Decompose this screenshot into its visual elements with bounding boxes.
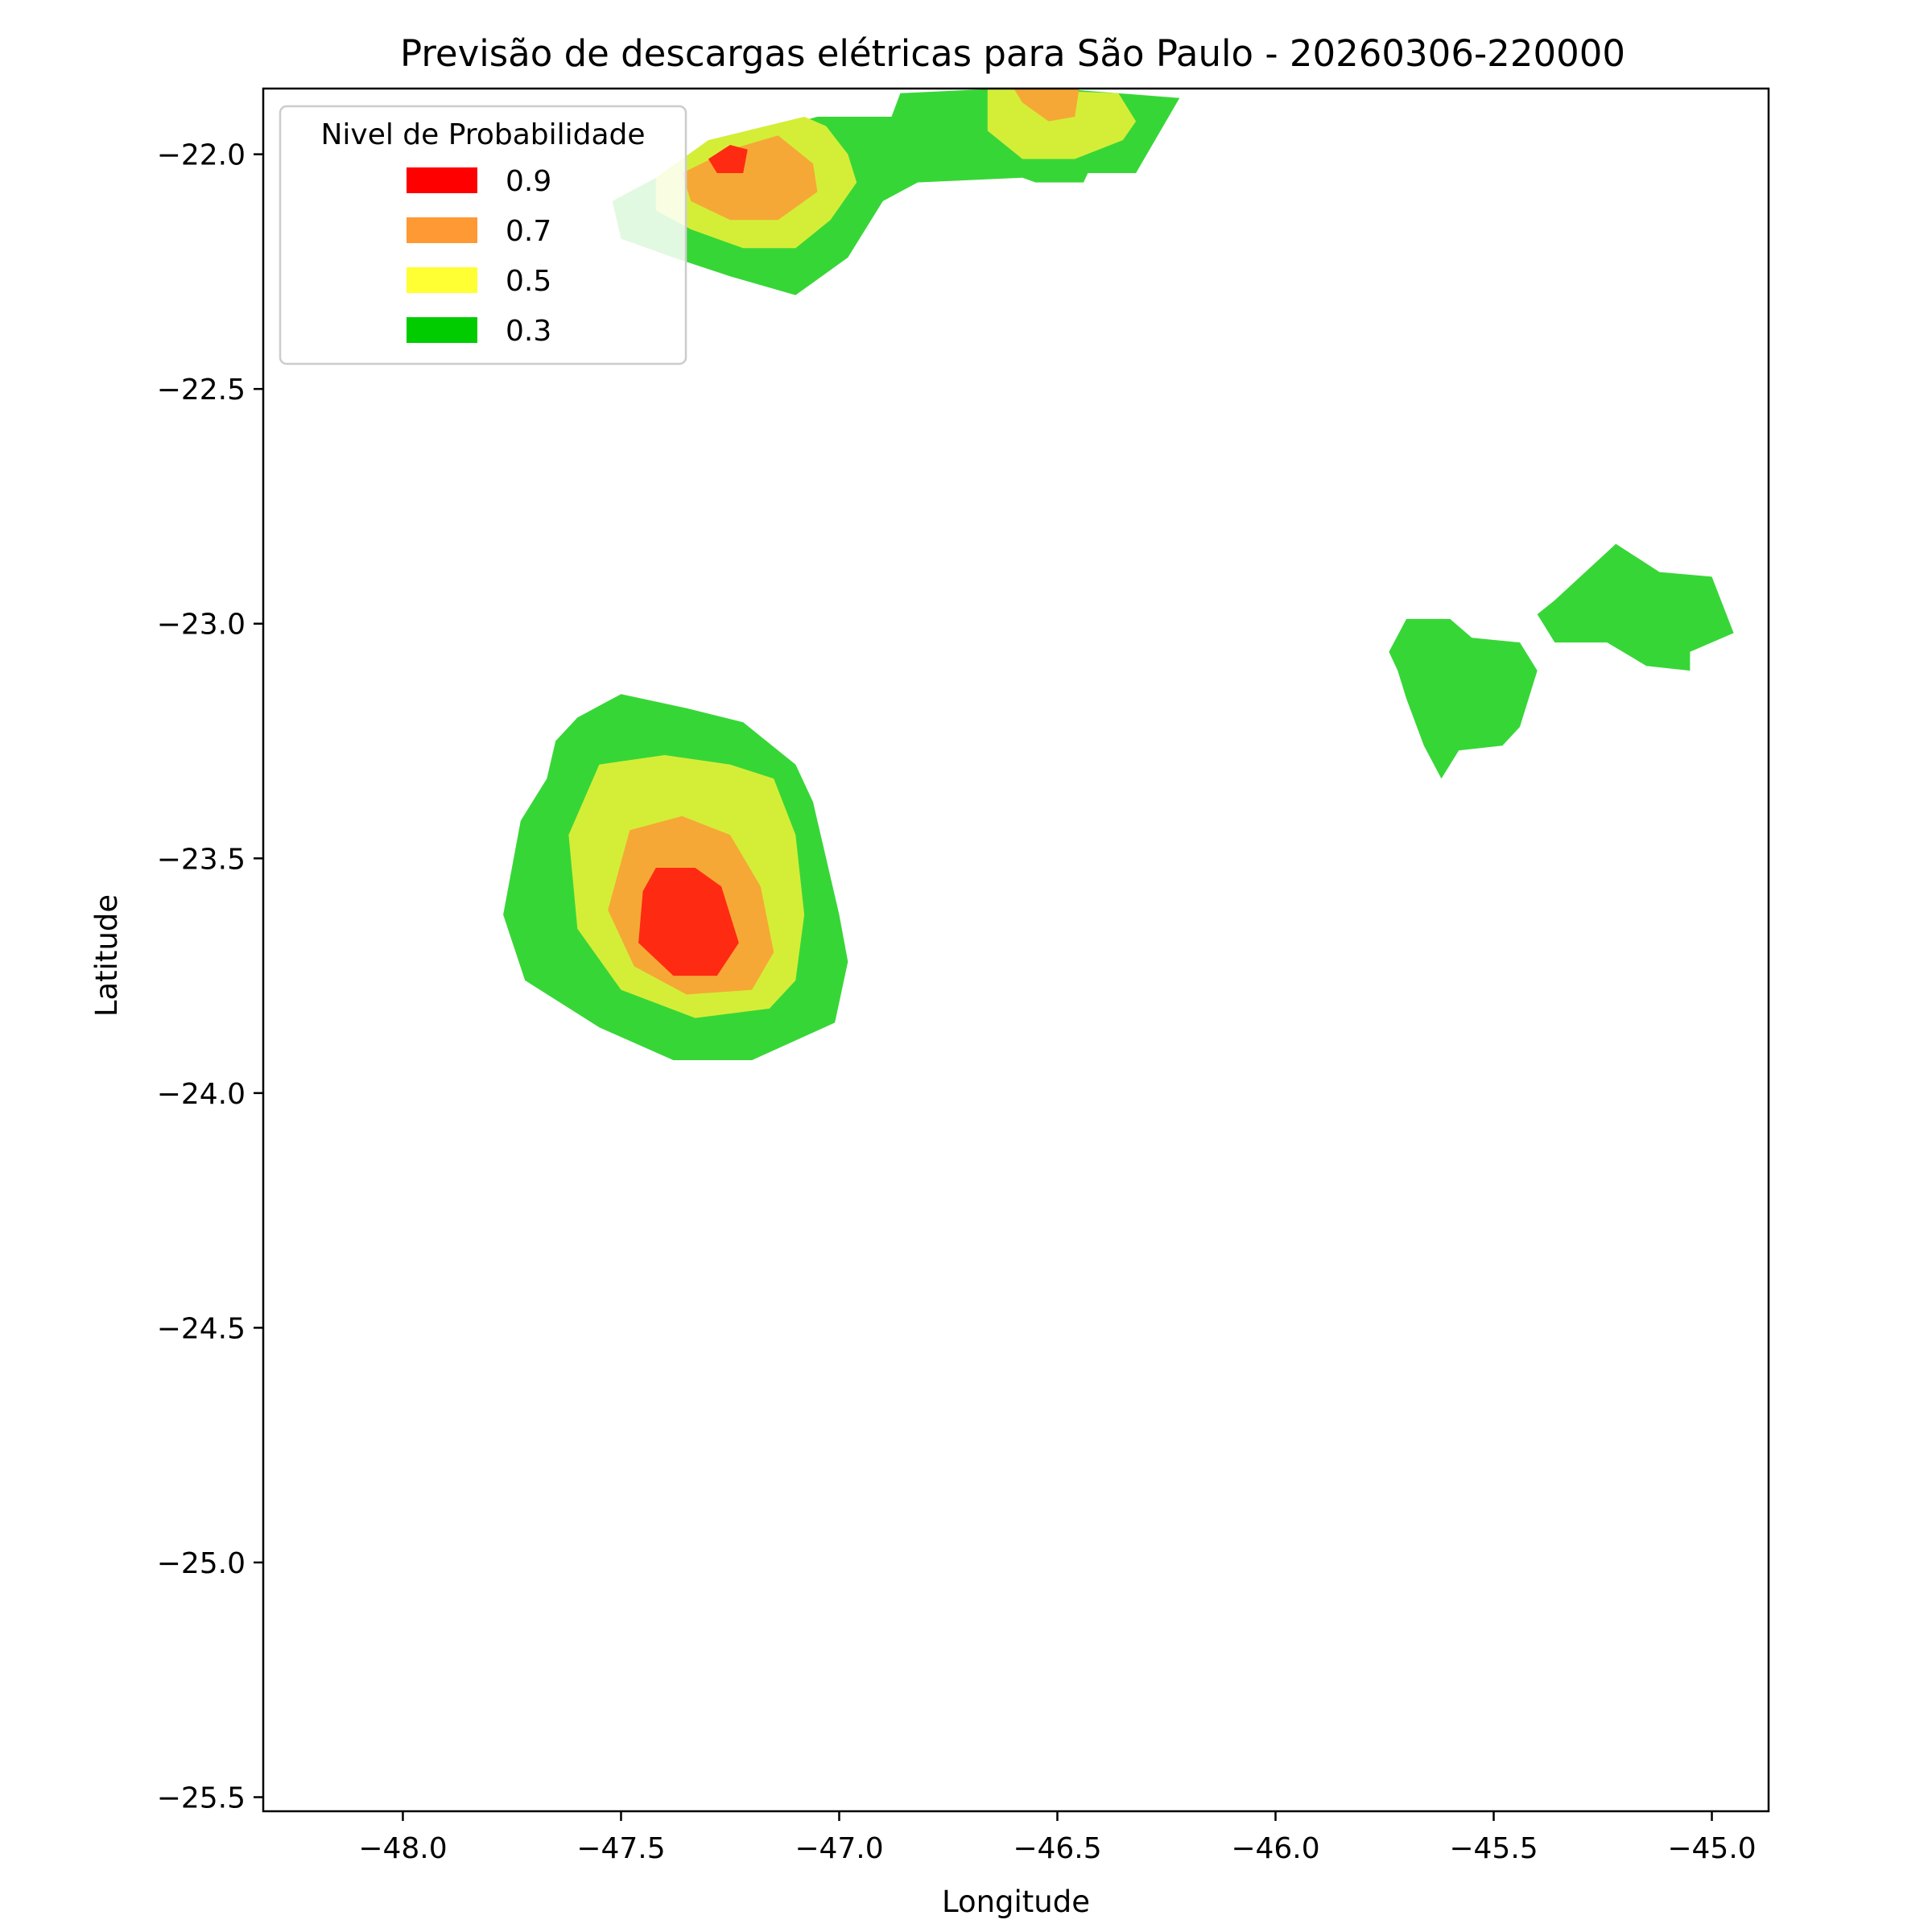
legend-entries: 0.9 0.7 0.5 0.3 [407,165,551,348]
x-axis: −48.0 −47.5 −47.0 −46.5 −46.0 −45.5 −45.0 [358,1811,1757,1865]
region-level-0-5-4 [987,89,1137,159]
x-tick-label: −45.0 [1667,1832,1756,1865]
legend-label-0-3: 0.3 [506,315,551,348]
region-level-0-9-9 [638,868,739,976]
y-tick-label: −24.5 [157,1312,246,1345]
y-tick-label: −25.0 [157,1547,246,1580]
y-tick-label: −22.0 [157,139,246,172]
x-tick-label: −48.0 [358,1832,447,1865]
y-tick-label: −23.0 [157,609,246,642]
x-axis-label: Longitude [942,1885,1090,1919]
x-tick-label: −47.0 [795,1832,883,1865]
legend-frame [279,105,687,365]
region-level-0-7-5 [1013,89,1080,122]
legend-title: Nivel de Probabilidade [320,118,645,151]
x-tick-label: −47.5 [576,1832,665,1865]
plot-area [503,89,1734,1060]
x-tick-label: −46.0 [1231,1832,1319,1865]
x-tick-label: −45.5 [1449,1832,1538,1865]
region-level-0-9-3 [708,145,748,173]
region-level-0-3-10 [1389,618,1538,779]
legend-swatch-0-5 [407,267,477,293]
legend-swatch-0-9 [407,167,477,193]
probability-regions [503,89,1734,1060]
legend-label-0-9: 0.9 [506,165,551,198]
y-tick-label: −25.5 [157,1782,246,1815]
chart-title: Previsão de descargas elétricas para São… [400,32,1625,75]
y-tick-label: −24.0 [157,1078,246,1111]
legend: Nivel de Probabilidade 0.9 0.7 0.5 0.3 [279,105,687,365]
y-axis: −22.0 −22.5 −23.0 −23.5 −24.0 −24.5 −25.0 −25.5 [157,139,263,1815]
y-axis-label: Latitude [89,894,124,1017]
legend-swatch-0-7 [407,217,477,243]
y-tick-label: −22.5 [157,374,246,407]
legend-label-0-7: 0.7 [506,215,551,248]
legend-label-0-5: 0.5 [506,265,551,298]
plot-frame [262,87,1770,1813]
legend-swatch-0-3 [407,317,477,343]
region-level-0-3-11 [1537,543,1734,671]
x-tick-label: −46.5 [1013,1832,1101,1865]
y-tick-label: −23.5 [157,843,246,876]
